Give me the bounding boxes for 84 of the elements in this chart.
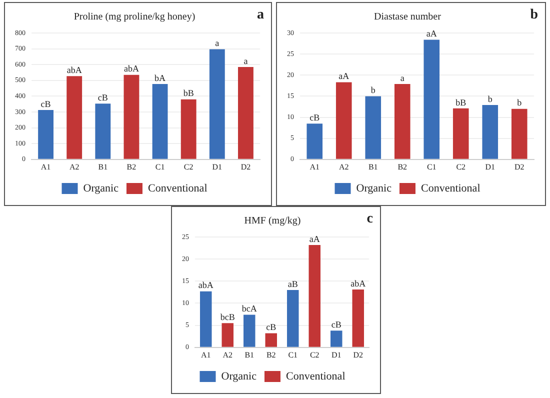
data-label: abA: [66, 64, 82, 75]
chart-title: Diastase number: [374, 12, 442, 23]
bar: [394, 84, 410, 159]
x-tick-label: C1: [155, 162, 165, 172]
x-tick-label: C2: [310, 350, 320, 360]
data-label: cB: [98, 92, 108, 102]
data-label: aA: [309, 234, 320, 244]
text: c: [366, 212, 373, 227]
bar: [511, 108, 528, 159]
legend-label: Conventional: [286, 370, 346, 382]
x-tick-label: C2: [184, 162, 194, 172]
data-label: abA: [350, 278, 366, 288]
x-tick-label: C1: [426, 162, 436, 172]
x-tick-label: D1: [331, 350, 342, 360]
data-label: abA: [124, 64, 140, 74]
x-tick-label: D2: [514, 162, 524, 172]
legend-label: Conventional: [420, 182, 480, 194]
x-tick-label: B2: [398, 162, 408, 172]
bar: [330, 330, 342, 347]
x-tick-label: A1: [310, 162, 320, 172]
data-label: aA: [426, 28, 438, 39]
x-tick-label: C1: [288, 350, 298, 360]
bar: [152, 84, 168, 159]
x-tick-label: A1: [200, 350, 211, 360]
data-label: bA: [154, 72, 166, 83]
data-label: b: [488, 94, 493, 104]
x-tick-label: C2: [456, 162, 466, 172]
bar: [38, 110, 54, 159]
data-label: aA: [338, 71, 350, 82]
bar: [180, 99, 196, 159]
x-tick-label: B1: [244, 350, 254, 360]
data-label: aB: [288, 278, 298, 289]
x-tick-label: B2: [126, 162, 136, 172]
data-label: a: [244, 56, 248, 66]
text: a: [257, 8, 264, 23]
bar: [95, 104, 111, 159]
data-label: bcA: [242, 304, 258, 314]
chart-title: HMF (mg/kg): [244, 216, 301, 227]
legend-label: Organic: [356, 182, 392, 194]
bar: [308, 244, 320, 347]
text: b: [530, 8, 538, 23]
data-label: b: [370, 85, 376, 96]
bar: [365, 96, 382, 159]
bar: [424, 40, 440, 159]
data-label: bB: [456, 97, 466, 108]
legend-label: Organic: [221, 370, 257, 382]
bar: [287, 290, 299, 347]
bar: [352, 290, 364, 347]
x-tick-label: D2: [240, 162, 251, 172]
data-label: b: [517, 98, 522, 108]
x-tick-label: A2: [69, 162, 80, 172]
bar: [209, 49, 225, 159]
x-tick-label: D1: [212, 162, 222, 172]
x-tick-label: D2: [353, 350, 364, 360]
bar: [66, 76, 82, 159]
data-label: cB: [266, 322, 276, 332]
bar: [200, 291, 212, 347]
bar: [222, 323, 234, 347]
data-label: cB: [331, 319, 342, 330]
bar: [238, 66, 254, 159]
bar: [306, 124, 323, 159]
x-tick-label: D1: [485, 162, 496, 172]
x-tick-label: A2: [338, 162, 349, 172]
x-tick-label: B1: [98, 162, 108, 172]
bar: [124, 74, 140, 159]
data-label: a: [400, 72, 404, 83]
x-tick-label: B1: [368, 162, 378, 172]
bar: [244, 314, 256, 347]
legend-label: Conventional: [148, 182, 208, 194]
data-label: abA: [198, 280, 214, 290]
data-label: cB: [310, 112, 320, 122]
data-label: bcB: [220, 312, 235, 322]
x-tick-label: A1: [40, 162, 51, 172]
bar: [452, 108, 469, 159]
x-tick-label: A2: [222, 350, 233, 360]
chart-title: Proline (mg proline/kg honey): [74, 12, 196, 23]
x-tick-label: B2: [266, 350, 276, 360]
data-label: cB: [40, 98, 51, 109]
legend-label: Organic: [83, 182, 119, 194]
bar: [482, 105, 498, 159]
data-label: bB: [183, 88, 194, 98]
data-label: a: [215, 38, 220, 48]
bar: [265, 333, 277, 347]
bar: [336, 82, 352, 159]
